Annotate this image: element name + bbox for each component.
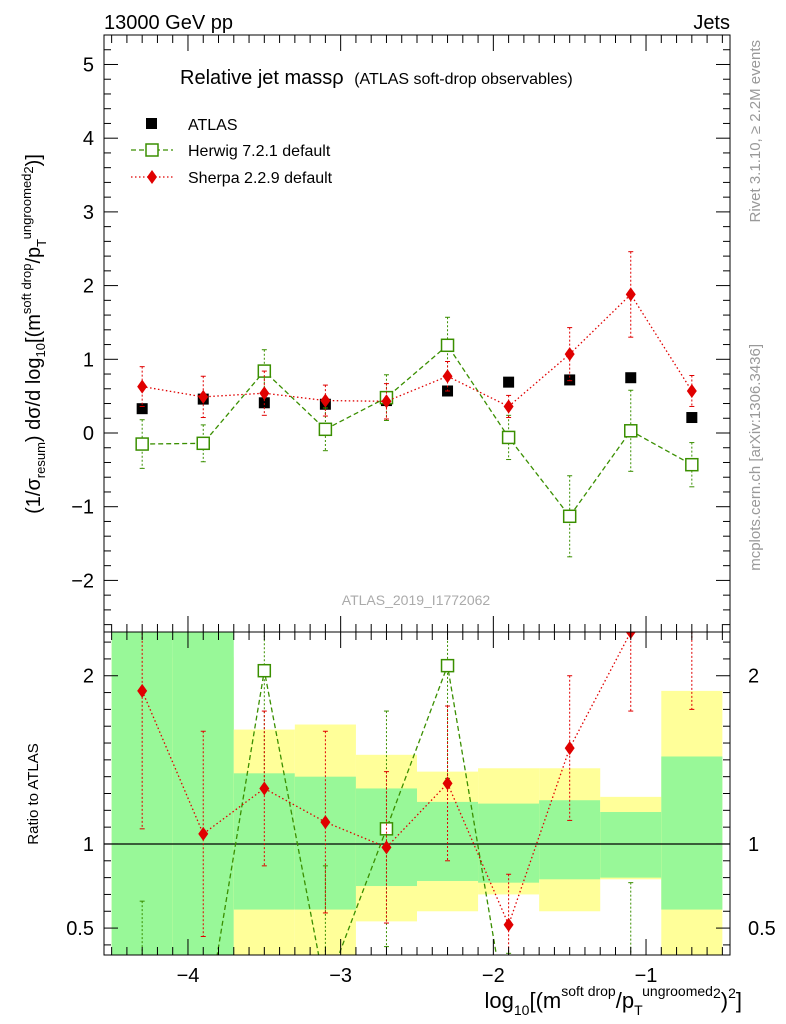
main-ytick-label-3: 1	[83, 349, 94, 371]
main-ytick-label-7: 5	[83, 54, 94, 76]
ratio-point-1-7	[564, 741, 575, 756]
rivet-label: Rivet 3.1.10, ≥ 2.2M events	[747, 40, 764, 223]
ratio-point-1-2	[259, 781, 270, 796]
legend-sherpa-label: Sherpa 2.2.9 default	[188, 170, 333, 187]
main-point-1-0	[135, 437, 149, 451]
main-point-1-3	[318, 422, 333, 437]
header-right: Jets	[693, 12, 730, 34]
band-inner-9	[661, 756, 723, 910]
main-point-1-9	[685, 457, 699, 472]
main-point-1-6	[501, 430, 516, 445]
ratio-ytick-label-left-0: 0.5	[66, 918, 94, 940]
xtick-label-1: −3	[329, 965, 352, 987]
ratio-point-1-3	[320, 815, 331, 830]
main-point-2-3	[320, 393, 331, 408]
main-point-0-2	[258, 397, 270, 409]
chart-title: Relative jet massρ (ATLAS soft-drop obse…	[180, 67, 573, 89]
main-ytick-label-0: −2	[71, 570, 94, 592]
ratio-ytick-label-right-2: 2	[748, 666, 759, 688]
axes: −2 −1 0 1 2 3 4 5 0.5 0.5 1 1 2 2 −4 −3 −2 −1	[66, 35, 776, 987]
main-series	[135, 251, 699, 558]
legend-atlas-marker	[146, 118, 157, 129]
main-ytick-label-1: −1	[71, 497, 94, 519]
main-point-0-6	[503, 376, 515, 388]
ratio-ytick-label-left-1: 1	[83, 834, 94, 856]
main-point-1-5	[440, 338, 455, 353]
ratio-point-1-4	[381, 840, 392, 855]
main-point-2-4	[381, 394, 392, 409]
legend-sherpa-marker	[147, 170, 157, 184]
band-inner-8	[600, 812, 662, 878]
main-point-0-9	[686, 412, 698, 424]
main-ytick-label-5: 3	[83, 202, 94, 224]
main-ytick-label-6: 4	[83, 128, 94, 150]
main-point-2-5	[442, 369, 453, 384]
main-point-2-2	[259, 386, 270, 401]
ratio-point-1-1	[198, 826, 209, 841]
chart-title-note: (ATLAS soft-drop observables)	[354, 71, 572, 88]
ratio-point-0-2	[257, 663, 272, 678]
main-point-1-8	[624, 424, 638, 438]
chart-title-main: Relative jet massρ	[180, 67, 344, 89]
main-point-2-1	[198, 389, 209, 404]
ratio-ytick-label-right-1: 1	[748, 834, 759, 856]
main-point-2-9	[686, 383, 697, 398]
ratio-ylabel: Ratio to ATLAS	[25, 743, 42, 844]
main-point-2-8	[625, 287, 636, 302]
ratio-bands	[111, 632, 723, 955]
main-ylabel: (1/σresum) dσ/d log10[(msoft drop/pTungr…	[19, 154, 49, 514]
ratio-point-1-6	[503, 917, 514, 932]
legend-atlas-label: ATLAS	[188, 117, 238, 134]
legend-herwig-marker	[145, 143, 159, 157]
ratio-ytick-label-right-0: 0.5	[748, 918, 776, 940]
ratio-point-0-5	[440, 658, 455, 673]
main-line-2	[142, 293, 693, 408]
mcplots-label: mcplots.cern.ch [arXiv:1306.3436]	[747, 344, 764, 571]
analysis-watermark: ATLAS_2019_I1772062	[342, 592, 491, 608]
xlabel: log10[(msoft drop/pTungroomed2)2]	[485, 983, 742, 1018]
ratio-series	[137, 632, 695, 955]
main-point-1-7	[562, 509, 577, 524]
main-ytick-label-2: 0	[83, 423, 94, 445]
xtick-label-0: −4	[177, 965, 200, 987]
legend-herwig-label: Herwig 7.2.1 default	[188, 143, 331, 160]
ratio-point-1-0	[137, 683, 148, 698]
main-ytick-label-4: 2	[83, 276, 94, 298]
main-point-2-6	[503, 399, 514, 414]
legend: ATLAS Herwig 7.2.1 default Sherpa 2.2.9 …	[131, 117, 333, 187]
main-point-0-8	[625, 372, 637, 384]
band-inner-5	[417, 801, 479, 881]
main-point-2-0	[137, 379, 148, 394]
ratio-ytick-label-left-2: 2	[83, 666, 94, 688]
xtick-label-3: −1	[635, 965, 658, 987]
main-point-1-1	[196, 436, 210, 451]
band-inner-6	[478, 803, 540, 883]
ratio-point-1-5	[442, 776, 453, 791]
main-point-0-0	[136, 403, 148, 415]
header-left: 13000 GeV pp	[104, 12, 233, 34]
main-line-1	[142, 344, 693, 518]
ratio-line-0	[216, 663, 498, 955]
xtick-label-2: −2	[482, 965, 505, 987]
main-point-2-7	[564, 347, 575, 362]
